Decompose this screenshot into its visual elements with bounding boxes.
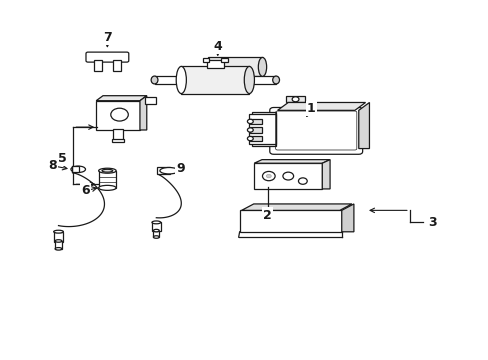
Bar: [157, 167, 169, 174]
Text: 5: 5: [58, 152, 67, 165]
Ellipse shape: [55, 240, 62, 242]
Circle shape: [283, 172, 293, 180]
Circle shape: [291, 97, 298, 102]
Text: 6: 6: [81, 184, 90, 197]
Bar: [144, 97, 155, 104]
Text: 1: 1: [306, 102, 315, 115]
FancyBboxPatch shape: [269, 108, 362, 154]
Ellipse shape: [247, 128, 253, 132]
Text: 7: 7: [103, 31, 112, 44]
Polygon shape: [254, 159, 329, 163]
Ellipse shape: [176, 66, 186, 94]
Ellipse shape: [151, 76, 158, 84]
Polygon shape: [140, 96, 146, 130]
Bar: [254, 163, 322, 189]
Bar: [249, 114, 276, 144]
Ellipse shape: [258, 57, 266, 76]
Text: 9: 9: [176, 162, 184, 175]
Polygon shape: [358, 103, 369, 149]
Ellipse shape: [99, 168, 116, 173]
Ellipse shape: [54, 230, 63, 233]
Bar: [153, 231, 159, 237]
Bar: [202, 58, 209, 62]
Circle shape: [111, 108, 128, 121]
Ellipse shape: [247, 136, 253, 141]
Bar: [249, 76, 276, 84]
Ellipse shape: [153, 229, 159, 232]
Text: 2: 2: [263, 208, 272, 221]
Bar: [94, 60, 102, 71]
Bar: [239, 210, 341, 232]
Bar: [207, 57, 262, 76]
Bar: [54, 232, 63, 242]
Text: 4: 4: [213, 40, 222, 53]
Bar: [250, 118, 262, 124]
Circle shape: [262, 171, 275, 181]
Bar: [154, 76, 181, 84]
Bar: [221, 58, 227, 62]
Bar: [99, 171, 116, 188]
Ellipse shape: [247, 119, 253, 123]
Ellipse shape: [153, 236, 159, 238]
Polygon shape: [96, 96, 146, 101]
Text: 3: 3: [427, 216, 436, 229]
Ellipse shape: [55, 248, 62, 250]
Bar: [285, 96, 305, 103]
Ellipse shape: [244, 66, 254, 94]
Text: 8: 8: [48, 159, 57, 172]
Polygon shape: [322, 159, 329, 189]
Bar: [112, 139, 124, 142]
Bar: [55, 241, 62, 249]
Bar: [250, 127, 262, 133]
Bar: [206, 60, 224, 68]
Bar: [113, 60, 121, 71]
Circle shape: [266, 174, 271, 178]
Polygon shape: [277, 103, 365, 111]
Ellipse shape: [152, 221, 161, 224]
Polygon shape: [241, 204, 351, 210]
Ellipse shape: [102, 169, 113, 172]
Bar: [96, 101, 140, 130]
Ellipse shape: [272, 76, 279, 84]
Bar: [181, 66, 249, 94]
Ellipse shape: [71, 166, 85, 172]
Ellipse shape: [99, 185, 116, 190]
Polygon shape: [341, 204, 353, 232]
Ellipse shape: [160, 167, 178, 174]
FancyBboxPatch shape: [86, 52, 128, 62]
Bar: [72, 166, 79, 172]
Bar: [251, 112, 276, 146]
Bar: [250, 136, 262, 141]
Bar: [113, 129, 122, 141]
Bar: [152, 222, 161, 231]
Circle shape: [298, 178, 306, 184]
